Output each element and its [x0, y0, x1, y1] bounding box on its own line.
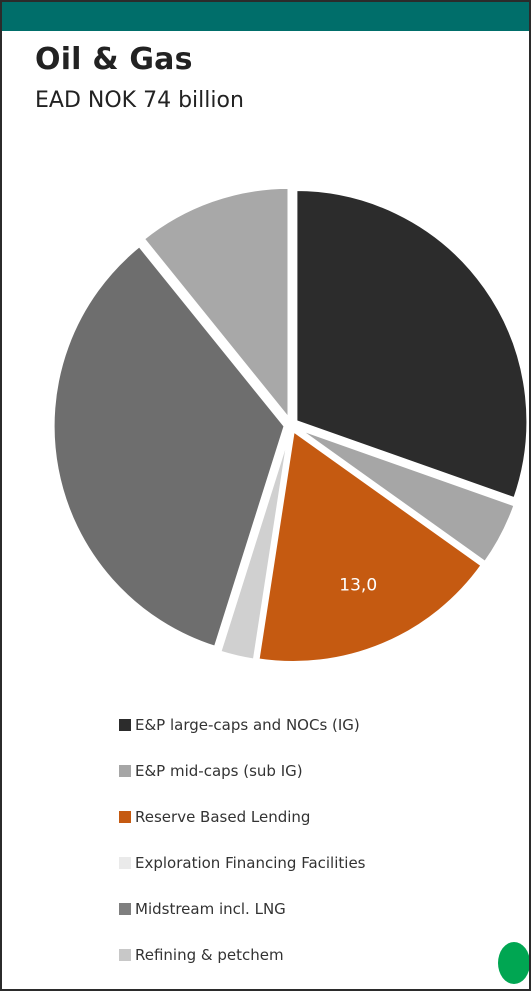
chart-title: Oil & Gas	[35, 42, 193, 77]
legend-item: E&P large-caps and NOCs (IG)	[119, 702, 366, 748]
status-dot	[498, 942, 529, 984]
legend-item: Refining & petchem	[119, 932, 366, 978]
pie-slice-4	[51, 243, 287, 650]
legend-label: E&P large-caps and NOCs (IG)	[135, 716, 360, 734]
pie-slice-5	[141, 185, 291, 424]
pie-slice-0	[294, 188, 529, 501]
legend-swatch	[119, 811, 131, 823]
legend-label: Midstream incl. LNG	[135, 900, 286, 918]
pie-slice-3	[217, 430, 292, 662]
chart-legend: E&P large-caps and NOCs (IG) E&P mid-caps…	[119, 702, 366, 978]
legend-swatch	[119, 949, 131, 961]
header-band	[2, 2, 529, 31]
legend-item: E&P mid-caps (sub IG)	[119, 748, 366, 794]
legend-label: Refining & petchem	[135, 946, 284, 964]
data-label: 13,0	[339, 575, 377, 595]
legend-swatch	[119, 719, 131, 731]
legend-swatch	[119, 903, 131, 915]
legend-item: Reserve Based Lending	[119, 794, 366, 840]
pie-slice-2	[256, 427, 485, 665]
legend-label: Reserve Based Lending	[135, 808, 311, 826]
legend-label: E&P mid-caps (sub IG)	[135, 762, 303, 780]
legend-swatch	[119, 857, 131, 869]
legend-swatch	[119, 765, 131, 777]
pie-slice-1	[295, 426, 517, 565]
legend-item: Exploration Financing Facilities	[119, 840, 366, 886]
legend-label: Exploration Financing Facilities	[135, 854, 366, 872]
chart-subtitle: EAD NOK 74 billion	[35, 88, 244, 113]
legend-item: Midstream incl. LNG	[119, 886, 366, 932]
